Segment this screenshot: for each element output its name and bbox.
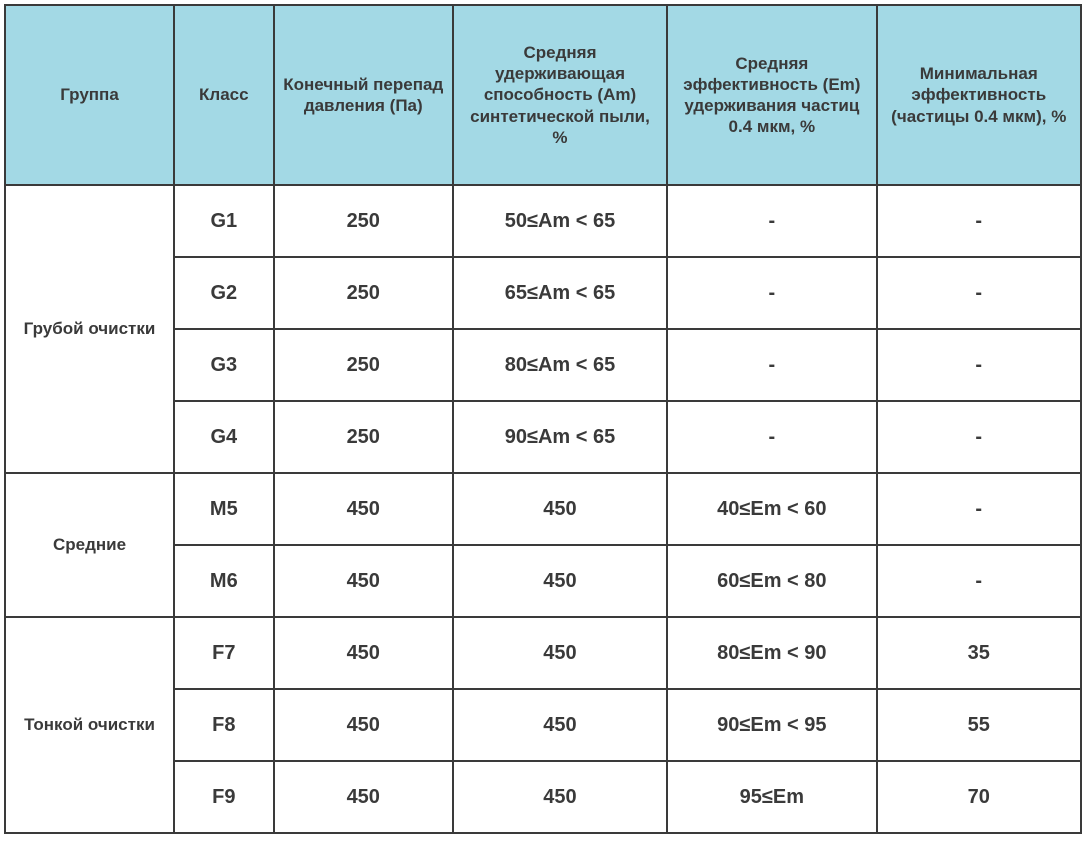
group-name-cell: Тонкой очистки: [5, 617, 174, 833]
cell-am: 450: [453, 689, 667, 761]
cell-min-eff: -: [877, 329, 1081, 401]
cell-class: F8: [174, 689, 274, 761]
cell-am: 65≤Am < 65: [453, 257, 667, 329]
cell-em: -: [667, 329, 876, 401]
table-header-row: Группа Класс Конечный перепад давления (…: [5, 5, 1081, 185]
cell-am: 450: [453, 761, 667, 833]
cell-pressure: 250: [274, 401, 453, 473]
header-pressure: Конечный перепад давления (Па): [274, 5, 453, 185]
cell-am: 50≤Am < 65: [453, 185, 667, 257]
cell-pressure: 450: [274, 689, 453, 761]
cell-pressure: 450: [274, 761, 453, 833]
table-row: Тонкой очистки F7 450 450 80≤Em < 90 35: [5, 617, 1081, 689]
header-min-eff: Минимальная эффективность (частицы 0.4 м…: [877, 5, 1081, 185]
cell-class: G1: [174, 185, 274, 257]
table-row: Грубой очистки G1 250 50≤Am < 65 - -: [5, 185, 1081, 257]
cell-pressure: 450: [274, 545, 453, 617]
cell-min-eff: -: [877, 401, 1081, 473]
cell-class: M5: [174, 473, 274, 545]
cell-min-eff: 55: [877, 689, 1081, 761]
cell-em: 40≤Em < 60: [667, 473, 876, 545]
cell-class: M6: [174, 545, 274, 617]
filter-classification-table-container: VENTEL Группа Класс Конечный перепад дав…: [4, 4, 1082, 834]
cell-em: -: [667, 257, 876, 329]
cell-pressure: 250: [274, 329, 453, 401]
cell-em: 60≤Em < 80: [667, 545, 876, 617]
cell-min-eff: -: [877, 257, 1081, 329]
cell-class: G3: [174, 329, 274, 401]
cell-class: F7: [174, 617, 274, 689]
cell-am: 450: [453, 545, 667, 617]
cell-min-eff: -: [877, 473, 1081, 545]
cell-min-eff: -: [877, 185, 1081, 257]
cell-pressure: 250: [274, 257, 453, 329]
cell-pressure: 450: [274, 473, 453, 545]
cell-em: 80≤Em < 90: [667, 617, 876, 689]
cell-class: F9: [174, 761, 274, 833]
cell-em: -: [667, 401, 876, 473]
filter-classification-table: Группа Класс Конечный перепад давления (…: [4, 4, 1082, 834]
cell-min-eff: 70: [877, 761, 1081, 833]
group-name-cell: Средние: [5, 473, 174, 617]
cell-em: 95≤Em: [667, 761, 876, 833]
cell-pressure: 450: [274, 617, 453, 689]
cell-am: 90≤Am < 65: [453, 401, 667, 473]
header-em: Средняя эффективность (Em) удерживания ч…: [667, 5, 876, 185]
group-name-cell: Грубой очистки: [5, 185, 174, 473]
cell-min-eff: 35: [877, 617, 1081, 689]
cell-class: G4: [174, 401, 274, 473]
cell-am: 450: [453, 617, 667, 689]
table-body: Грубой очистки G1 250 50≤Am < 65 - - G2 …: [5, 185, 1081, 833]
cell-am: 80≤Am < 65: [453, 329, 667, 401]
cell-em: -: [667, 185, 876, 257]
header-am: Средняя удерживающая способность (Am) си…: [453, 5, 667, 185]
cell-pressure: 250: [274, 185, 453, 257]
table-row: Средние M5 450 450 40≤Em < 60 -: [5, 473, 1081, 545]
cell-em: 90≤Em < 95: [667, 689, 876, 761]
cell-min-eff: -: [877, 545, 1081, 617]
header-class: Класс: [174, 5, 274, 185]
cell-class: G2: [174, 257, 274, 329]
header-group: Группа: [5, 5, 174, 185]
cell-am: 450: [453, 473, 667, 545]
